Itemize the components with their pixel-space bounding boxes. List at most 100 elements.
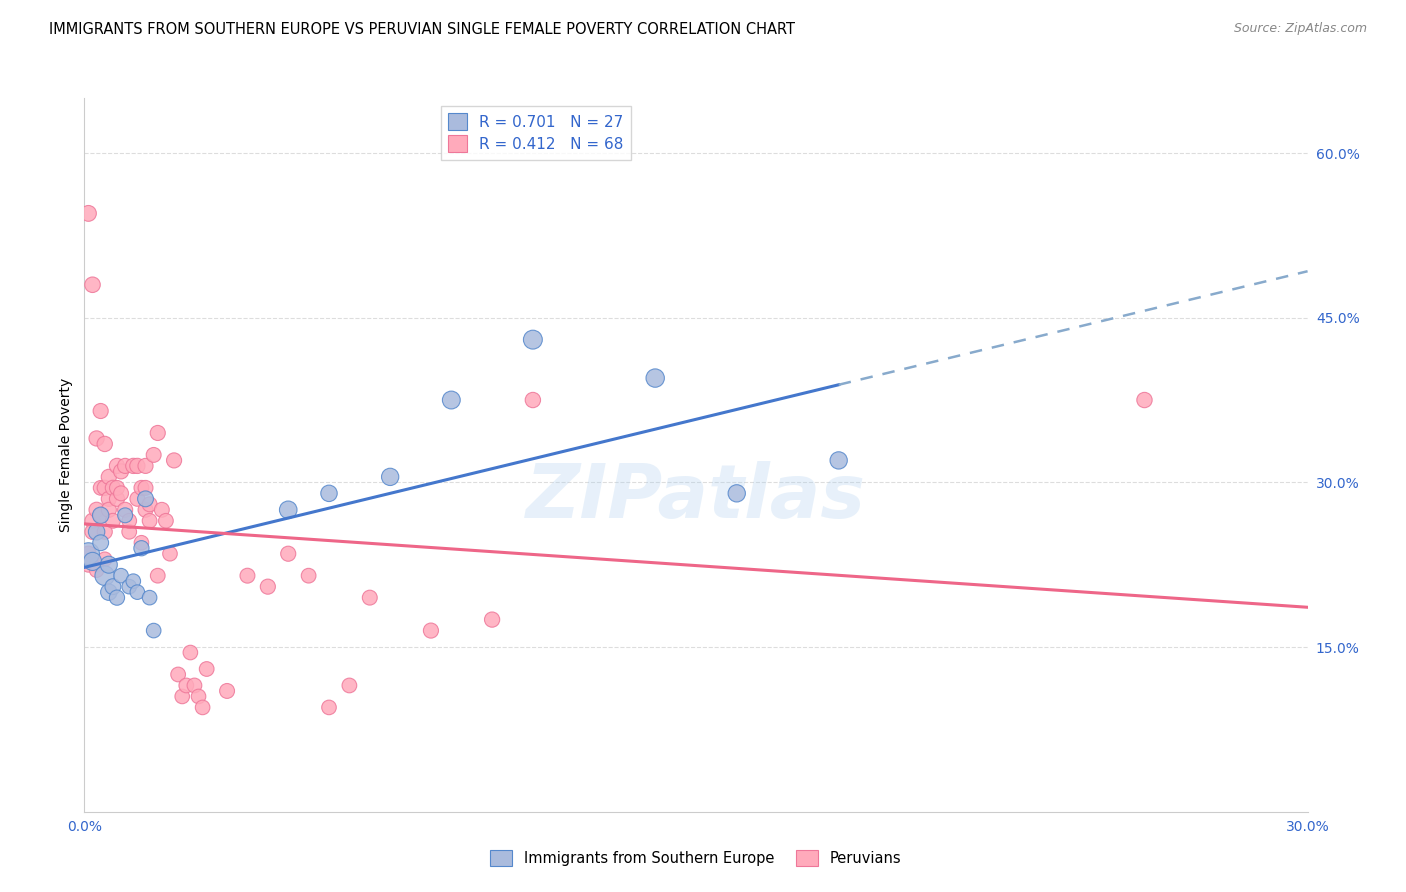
Point [1133,392,1156,407]
Point [277,503,299,517]
Point [318,700,340,714]
Point [86,558,108,572]
Point [93,481,117,495]
Point [318,486,340,500]
Point [77,547,100,561]
Point [86,563,108,577]
Point [86,503,108,517]
Point [77,206,100,220]
Point [155,514,177,528]
Point [142,448,165,462]
Point [114,508,136,523]
Point [127,491,149,506]
Point [131,481,153,495]
Point [122,574,145,589]
Point [77,558,100,572]
Point [236,568,259,582]
Point [90,404,112,418]
Point [110,464,132,478]
Point [77,547,100,561]
Point [114,458,136,473]
Point [146,425,169,440]
Point [101,580,124,594]
Point [97,470,120,484]
Point [339,678,361,692]
Point [298,568,321,582]
Point [86,432,108,446]
Point [127,458,149,473]
Point [481,613,503,627]
Point [90,535,112,549]
Point [172,690,194,704]
Point [93,524,117,539]
Point [420,624,443,638]
Point [101,514,124,528]
Point [86,524,108,539]
Point [101,481,124,495]
Point [135,491,157,506]
Point [93,552,117,566]
Point [110,486,132,500]
Point [828,453,851,467]
Text: Source: ZipAtlas.com: Source: ZipAtlas.com [1233,22,1367,36]
Point [163,453,186,467]
Legend: Immigrants from Southern Europe, Peruvians: Immigrants from Southern Europe, Peruvia… [485,845,907,872]
Point [82,554,104,568]
Point [138,514,160,528]
Point [110,568,132,582]
Point [127,585,149,599]
Point [97,585,120,599]
Point [187,690,209,704]
Point [138,497,160,511]
Y-axis label: Single Female Poverty: Single Female Poverty [59,378,73,532]
Point [114,503,136,517]
Point [217,684,239,698]
Point [142,624,165,638]
Point [135,458,157,473]
Point [257,580,280,594]
Text: ZIPatlas: ZIPatlas [526,461,866,534]
Point [93,568,117,582]
Point [644,371,666,385]
Point [167,667,190,681]
Point [93,437,117,451]
Point [97,558,120,572]
Point [380,470,402,484]
Point [440,392,463,407]
Point [135,503,157,517]
Point [277,547,299,561]
Point [191,700,214,714]
Point [159,547,181,561]
Point [82,524,104,539]
Point [118,514,141,528]
Point [522,333,544,347]
Point [146,568,169,582]
Point [725,486,748,500]
Point [105,491,128,506]
Text: IMMIGRANTS FROM SOUTHERN EUROPE VS PERUVIAN SINGLE FEMALE POVERTY CORRELATION CH: IMMIGRANTS FROM SOUTHERN EUROPE VS PERUV… [49,22,796,37]
Point [82,514,104,528]
Point [359,591,381,605]
Point [118,524,141,539]
Point [135,481,157,495]
Point [97,503,120,517]
Point [138,591,160,605]
Point [195,662,218,676]
Point [105,481,128,495]
Point [122,458,145,473]
Point [179,646,201,660]
Point [82,277,104,292]
Point [131,541,153,556]
Point [131,535,153,549]
Point [105,591,128,605]
Point [105,458,128,473]
Point [118,580,141,594]
Point [90,481,112,495]
Point [90,508,112,523]
Point [150,503,173,517]
Point [176,678,198,692]
Point [522,392,544,407]
Point [97,491,120,506]
Point [90,508,112,523]
Point [183,678,205,692]
